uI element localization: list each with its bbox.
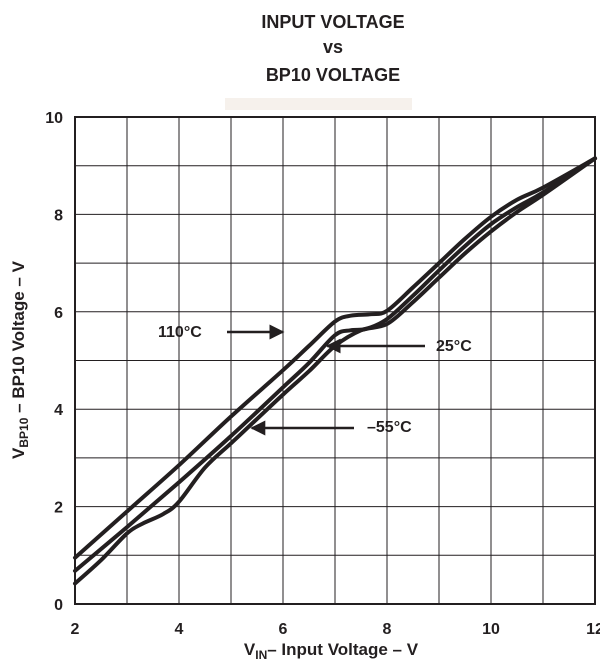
title-line-3: BP10 VOLTAGE xyxy=(266,65,400,85)
annotation-25c-label: 25°C xyxy=(436,338,472,355)
y-tick-label: 0 xyxy=(54,597,63,614)
x-axis-label-sub: IN xyxy=(255,648,267,662)
x-tick-label: 4 xyxy=(175,621,184,638)
y-tick-label: 2 xyxy=(54,500,63,517)
grid xyxy=(74,116,596,605)
plot-frame xyxy=(74,116,596,605)
y-tick-label: 8 xyxy=(54,207,63,224)
y-axis-label: VBP10 – BP10 Voltage – V xyxy=(9,260,31,459)
y-axis-label-rest: – BP10 Voltage – V xyxy=(9,260,28,417)
title-line-1: INPUT VOLTAGE xyxy=(261,12,404,32)
annotation-minus55c-label: –55°C xyxy=(367,419,412,436)
series-line-minus55c xyxy=(73,156,597,586)
x-tick-label: 12 xyxy=(586,621,600,638)
y-axis-label-sub: BP10 xyxy=(17,417,31,447)
title-line-2: vs xyxy=(323,37,343,57)
y-tick-label: 10 xyxy=(45,110,63,127)
title-underline-shade xyxy=(225,98,412,110)
x-axis-label-v: V xyxy=(244,640,256,659)
series-lines xyxy=(73,156,597,586)
y-tick-label: 6 xyxy=(54,305,63,322)
x-axis-label-rest: – Input Voltage – V xyxy=(267,640,418,659)
x-tick-label: 2 xyxy=(71,621,80,638)
x-tick-label: 6 xyxy=(279,621,288,638)
y-tick-label: 4 xyxy=(54,402,63,419)
x-tick-label: 10 xyxy=(482,621,500,638)
series-line-110c xyxy=(73,156,597,560)
annotation-110c-label: 110°C xyxy=(158,324,202,341)
x-axis-label: VIN– Input Voltage – V xyxy=(244,640,419,662)
x-tick-labels: 2 4 6 8 10 12 xyxy=(71,621,600,638)
x-tick-label: 8 xyxy=(383,621,392,638)
annotations: 110°C 25°C –55°C xyxy=(158,324,472,436)
y-tick-labels: 0 2 4 6 8 10 xyxy=(45,110,63,614)
y-axis-label-v: V xyxy=(9,447,28,459)
chart-title: INPUT VOLTAGE vs BP10 VOLTAGE xyxy=(261,12,404,85)
